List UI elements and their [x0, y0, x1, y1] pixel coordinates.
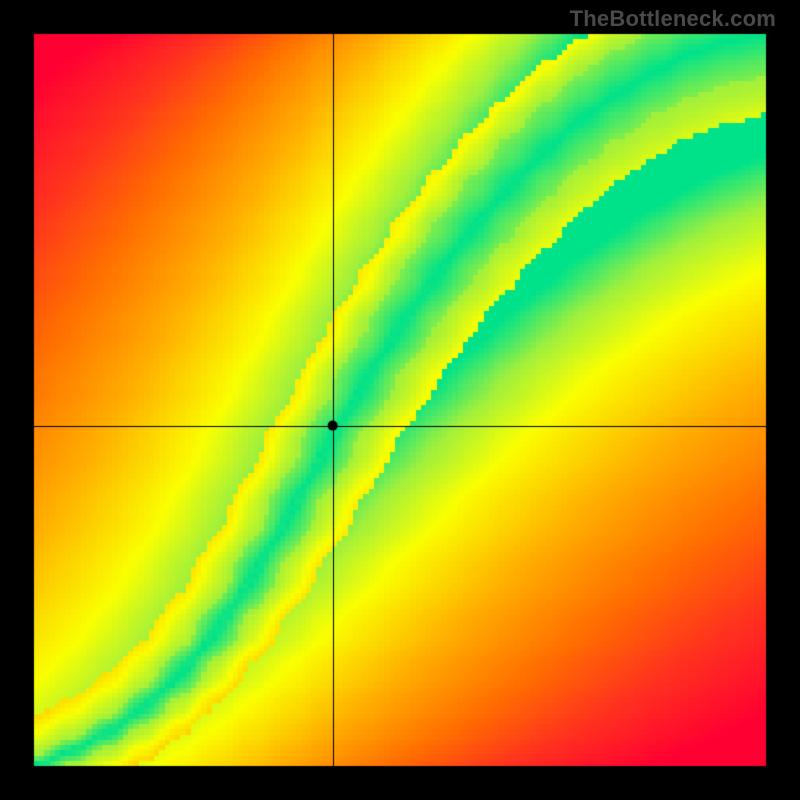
chart-container: TheBottleneck.com [0, 0, 800, 800]
heatmap-canvas [0, 0, 800, 800]
watermark-text: TheBottleneck.com [570, 6, 776, 32]
